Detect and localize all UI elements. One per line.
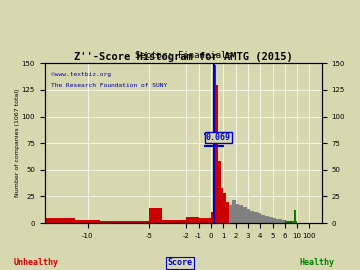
Bar — [226, 202, 229, 223]
Bar — [258, 214, 261, 223]
Text: The Research Foundation of SUNY: The Research Foundation of SUNY — [51, 83, 167, 88]
Text: Sector: Financials: Sector: Financials — [135, 51, 231, 60]
Bar — [149, 208, 162, 223]
Bar — [286, 221, 287, 223]
Bar — [250, 211, 254, 223]
Bar — [289, 221, 291, 223]
Bar — [276, 219, 280, 223]
Bar — [199, 218, 211, 223]
Bar — [243, 207, 247, 223]
Bar — [285, 220, 286, 223]
Title: Z''-Score Histogram for AMTG (2015): Z''-Score Histogram for AMTG (2015) — [74, 52, 293, 62]
Bar — [218, 161, 221, 223]
Y-axis label: Number of companies (1067 total): Number of companies (1067 total) — [15, 89, 20, 197]
Bar — [261, 215, 265, 223]
Bar — [254, 212, 258, 223]
Bar — [125, 221, 149, 223]
Bar — [273, 218, 276, 223]
Bar — [174, 220, 186, 223]
Bar — [293, 221, 294, 223]
Bar — [239, 205, 243, 223]
Text: Unhealthy: Unhealthy — [14, 258, 58, 267]
Bar — [221, 188, 223, 223]
Bar — [223, 193, 226, 223]
Bar — [287, 221, 288, 223]
Bar — [186, 217, 199, 223]
Bar — [296, 221, 297, 223]
Text: ©www.textbiz.org: ©www.textbiz.org — [51, 72, 111, 77]
Bar — [100, 221, 125, 223]
Bar — [75, 220, 100, 223]
Bar — [213, 65, 216, 223]
Bar — [229, 205, 232, 223]
Bar — [269, 217, 273, 223]
Bar — [216, 85, 218, 223]
Bar — [247, 209, 250, 223]
Bar — [282, 220, 285, 223]
Bar — [232, 200, 235, 223]
Text: Score: Score — [167, 258, 193, 267]
Bar — [235, 204, 239, 223]
Bar — [265, 216, 269, 223]
Text: 0.069: 0.069 — [206, 133, 231, 142]
Bar — [280, 219, 282, 223]
Bar — [39, 218, 75, 223]
Bar — [294, 210, 296, 223]
Bar — [288, 221, 289, 223]
Bar — [291, 221, 293, 223]
Bar — [211, 212, 213, 223]
Text: Healthy: Healthy — [299, 258, 334, 267]
Bar — [162, 220, 174, 223]
